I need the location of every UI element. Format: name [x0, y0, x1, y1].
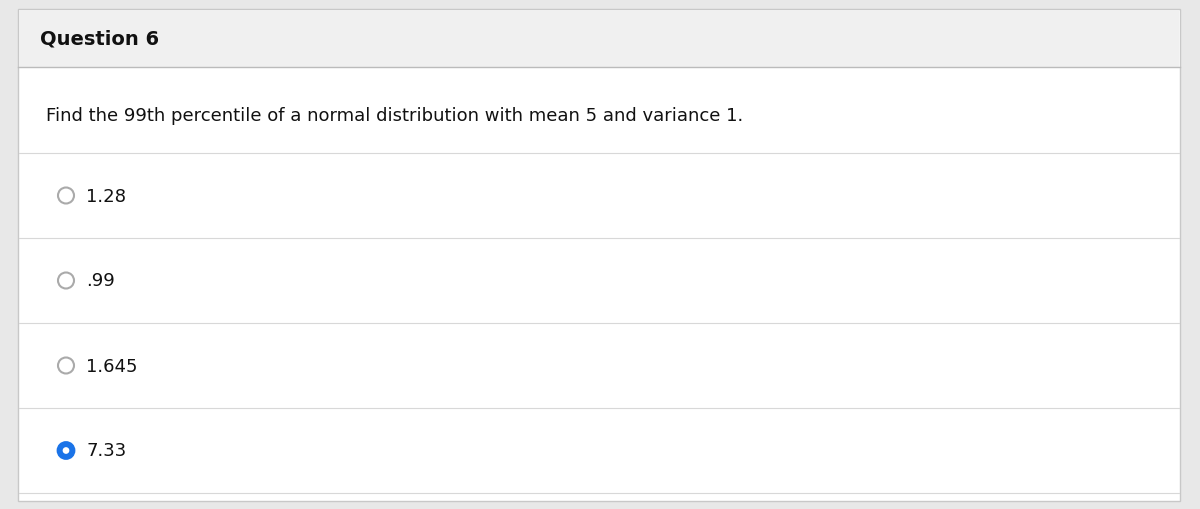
- Circle shape: [58, 188, 74, 204]
- Circle shape: [58, 443, 74, 459]
- Text: Question 6: Question 6: [40, 30, 160, 48]
- Text: .99: .99: [86, 272, 115, 290]
- FancyBboxPatch shape: [19, 11, 1178, 68]
- Text: 1.28: 1.28: [86, 187, 126, 205]
- Text: 1.645: 1.645: [86, 357, 138, 375]
- Circle shape: [58, 358, 74, 374]
- FancyBboxPatch shape: [18, 10, 1180, 501]
- Text: Find the 99th percentile of a normal distribution with mean 5 and variance 1.: Find the 99th percentile of a normal dis…: [46, 107, 743, 125]
- Circle shape: [62, 447, 70, 454]
- Text: 7.33: 7.33: [86, 442, 126, 460]
- Circle shape: [58, 273, 74, 289]
